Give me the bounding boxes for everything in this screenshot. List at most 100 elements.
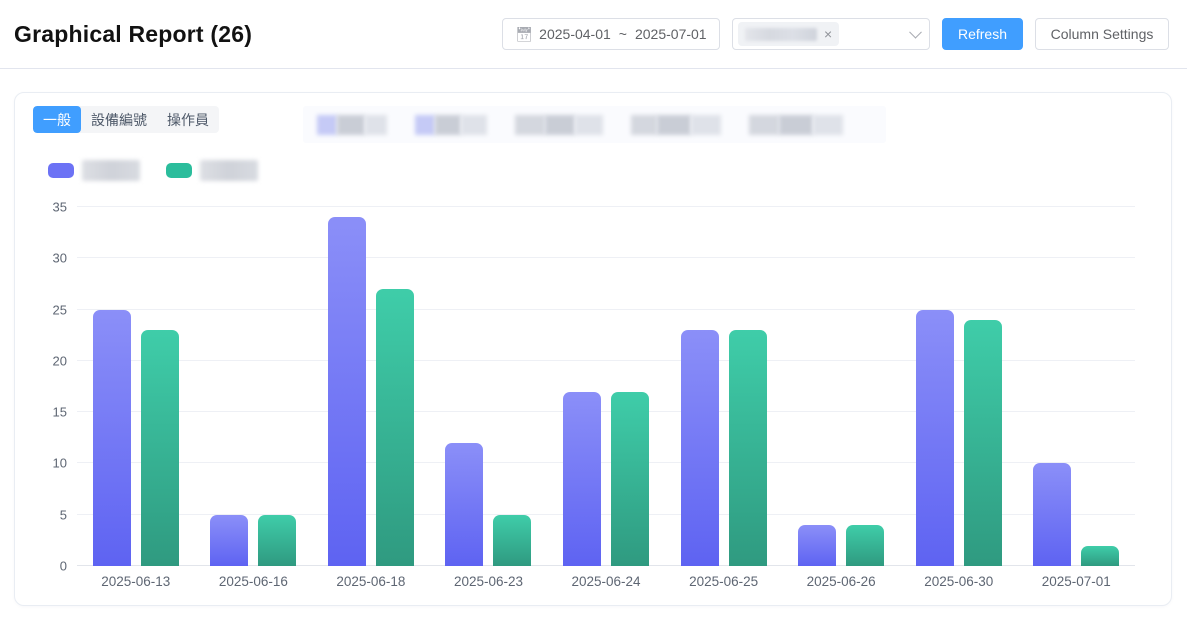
gridline <box>77 565 1135 566</box>
tab-device-number[interactable]: 設備編號 <box>91 111 147 128</box>
y-axis-tick: 30 <box>52 250 67 266</box>
blurred-text-block <box>337 114 365 135</box>
blurred-text-block <box>575 114 603 135</box>
blurred-text-block <box>365 114 387 135</box>
legend-label-redacted <box>200 159 258 181</box>
bar-series1-2025-06-23[interactable] <box>445 442 484 566</box>
bar-group-2025-07-01 <box>1018 207 1136 566</box>
bar-series2-2025-06-13[interactable] <box>140 330 179 566</box>
bar-series2-2025-06-30[interactable] <box>963 319 1002 566</box>
bar-series1-2025-06-13[interactable] <box>92 309 131 566</box>
bar-series1-2025-06-18[interactable] <box>327 217 366 566</box>
legend-swatch <box>166 162 192 178</box>
x-axis-tick: 2025-06-13 <box>101 574 171 589</box>
bar-series2-2025-06-16[interactable] <box>258 514 297 566</box>
legend-item[interactable] <box>48 159 140 181</box>
selected-tag: × <box>738 22 840 46</box>
plot-area: 0 5 10 15 20 25 30 35 <box>53 200 1135 574</box>
bar-series1-2025-06-24[interactable] <box>563 391 602 566</box>
gridline <box>77 206 1135 207</box>
tab-bar: 一般 設備編號 操作員 <box>33 106 219 133</box>
blurred-text-block <box>691 114 721 135</box>
blurred-filter-row <box>303 106 886 143</box>
filter-select[interactable]: × <box>732 18 930 50</box>
date-range-picker[interactable]: 📅︎ 2025-04-01 ~ 2025-07-01 <box>502 18 720 50</box>
y-axis-tick: 15 <box>52 404 67 420</box>
legend-item[interactable] <box>166 159 258 181</box>
x-axis-tick: 2025-06-26 <box>806 574 876 589</box>
refresh-button[interactable]: Refresh <box>942 18 1023 50</box>
bar-series2-2025-06-25[interactable] <box>728 330 767 566</box>
bar-group-2025-06-16 <box>195 207 313 566</box>
y-axis-tick: 5 <box>59 507 67 523</box>
y-axis-tick: 35 <box>52 199 67 215</box>
bar-group-2025-06-30 <box>900 207 1018 566</box>
card-top-row: 一般 設備編號 操作員 <box>33 106 1153 143</box>
gridline <box>77 513 1135 515</box>
bar-group-2025-06-18 <box>312 207 430 566</box>
blurred-filter-group <box>415 114 487 135</box>
blurred-text-block <box>813 114 843 135</box>
bar-series2-2025-06-18[interactable] <box>375 289 414 566</box>
header-controls: 📅︎ 2025-04-01 ~ 2025-07-01 × Refresh Col… <box>502 18 1169 50</box>
x-axis-tick: 2025-06-25 <box>689 574 759 589</box>
bar-series2-2025-07-01[interactable] <box>1081 545 1120 566</box>
bar-series1-2025-07-01[interactable] <box>1033 463 1072 566</box>
bar-group-2025-06-25 <box>665 207 783 566</box>
x-axis-tick: 2025-06-30 <box>924 574 994 589</box>
blurred-text-block <box>515 114 545 135</box>
selected-tag-label-redacted <box>745 27 817 41</box>
x-axis-tick: 2025-06-24 <box>571 574 641 589</box>
blurred-text-block <box>415 114 435 135</box>
x-axis-labels: 2025-06-13 2025-06-16 2025-06-18 2025-06-23… <box>77 574 1135 589</box>
y-axis-tick: 20 <box>52 353 67 369</box>
bar-series1-2025-06-26[interactable] <box>798 524 837 566</box>
date-start[interactable]: 2025-04-01 <box>539 26 611 42</box>
blurred-text-block <box>435 114 461 135</box>
bar-group-2025-06-23 <box>430 207 548 566</box>
date-separator: ~ <box>618 26 627 42</box>
bar-chart: 0 5 10 15 20 25 30 35 2025-06-13 2025-06-16 2025-… <box>33 194 1153 594</box>
gridline <box>77 308 1135 310</box>
blurred-text-block <box>317 114 337 135</box>
page-title: Graphical Report (26) <box>14 20 253 47</box>
topbar: Graphical Report (26) 📅︎ 2025-04-01 ~ 20… <box>0 0 1187 69</box>
y-axis-tick: 10 <box>52 455 67 471</box>
blurred-filter-group <box>317 114 387 135</box>
date-end[interactable]: 2025-07-01 <box>634 26 707 42</box>
x-axis-tick: 2025-06-18 <box>336 574 406 589</box>
report-card: 一般 設備編號 操作員 0 5 10 15 20 25 30 35 2025-06-13 202… <box>14 92 1172 606</box>
bar-series1-2025-06-16[interactable] <box>210 514 249 566</box>
bar-series2-2025-06-26[interactable] <box>846 524 885 566</box>
y-axis-tick: 25 <box>52 302 67 318</box>
tab-operator[interactable]: 操作員 <box>167 111 209 128</box>
blurred-filter-group <box>749 114 843 135</box>
bar-series1-2025-06-25[interactable] <box>680 330 719 566</box>
gridline <box>77 462 1135 464</box>
bar-group-2025-06-26 <box>782 207 900 566</box>
blurred-text-block <box>749 114 779 135</box>
gridline <box>77 257 1135 259</box>
x-axis-tick: 2025-07-01 <box>1041 574 1111 589</box>
tab-general[interactable]: 一般 <box>33 106 81 133</box>
bar-series2-2025-06-23[interactable] <box>493 514 532 566</box>
blurred-text-block <box>631 114 657 135</box>
blurred-text-block <box>657 114 691 135</box>
bar-group-2025-06-13 <box>77 207 195 566</box>
x-axis-tick: 2025-06-16 <box>218 574 288 589</box>
blurred-text-block <box>545 114 575 135</box>
legend-label-redacted <box>82 159 140 181</box>
tag-close-icon[interactable]: × <box>824 26 833 42</box>
y-axis-tick: 0 <box>59 558 67 574</box>
bar-series1-2025-06-30[interactable] <box>915 309 954 566</box>
bar-series2-2025-06-24[interactable] <box>611 391 650 566</box>
bar-group-2025-06-24 <box>547 207 665 566</box>
gridline <box>77 411 1135 413</box>
chevron-down-icon <box>909 25 922 39</box>
legend-swatch <box>48 162 74 178</box>
blurred-filter-group <box>515 114 603 135</box>
gridline <box>77 359 1135 361</box>
blurred-text-block <box>779 114 813 135</box>
column-settings-button[interactable]: Column Settings <box>1035 18 1169 50</box>
bar-groups <box>77 207 1135 566</box>
